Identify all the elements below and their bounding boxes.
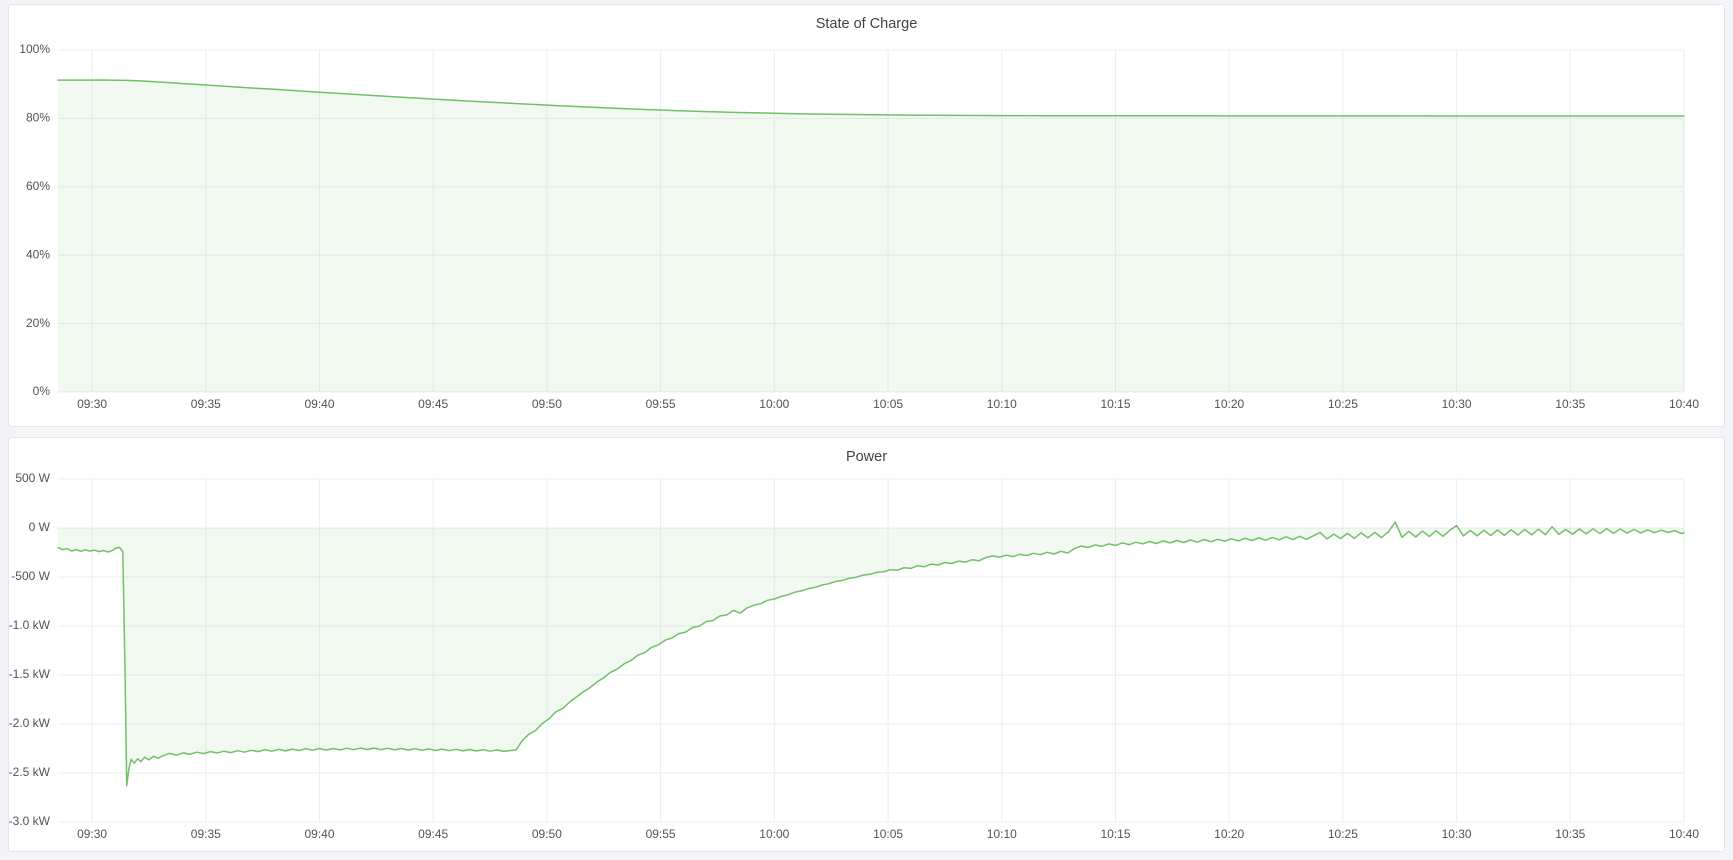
power-chart[interactable]: 500 W 0 W -500 W -1.0 kW -1.5 kW -2.0 kW -2.5 … bbox=[9, 471, 1725, 852]
svg-text:09:40: 09:40 bbox=[304, 827, 334, 841]
svg-text:09:55: 09:55 bbox=[646, 397, 676, 411]
svg-text:-2.0 kW: -2.0 kW bbox=[9, 716, 51, 730]
svg-text:10:30: 10:30 bbox=[1442, 827, 1472, 841]
svg-text:-3.0 kW: -3.0 kW bbox=[9, 814, 51, 828]
svg-text:500 W: 500 W bbox=[15, 471, 50, 485]
svg-text:-1.5 kW: -1.5 kW bbox=[9, 667, 51, 681]
svg-text:10:35: 10:35 bbox=[1555, 827, 1585, 841]
svg-text:0 W: 0 W bbox=[29, 520, 51, 534]
svg-text:10:10: 10:10 bbox=[987, 827, 1017, 841]
panel-state-of-charge: State of Charge 100% 80% 60% 40% 20% 0% 09:30 0… bbox=[8, 4, 1725, 427]
svg-text:10:25: 10:25 bbox=[1328, 827, 1358, 841]
svg-text:-1.0 kW: -1.0 kW bbox=[9, 618, 51, 632]
svg-text:09:45: 09:45 bbox=[418, 827, 448, 841]
svg-text:-500 W: -500 W bbox=[11, 569, 50, 583]
svg-text:100%: 100% bbox=[19, 42, 50, 56]
soc-chart[interactable]: 100% 80% 60% 40% 20% 0% 09:30 09:35 09:40 09:45 09… bbox=[10, 42, 1725, 422]
panel-title: State of Charge bbox=[815, 16, 918, 32]
svg-text:60%: 60% bbox=[26, 179, 50, 193]
svg-text:10:05: 10:05 bbox=[873, 397, 903, 411]
svg-text:09:30: 09:30 bbox=[77, 827, 107, 841]
svg-text:09:45: 09:45 bbox=[418, 397, 448, 411]
svg-text:10:40: 10:40 bbox=[1669, 397, 1699, 411]
panel-power: Power 500 W 0 W -500 W -1.0 kW -1.5 kW -2.0 k… bbox=[8, 437, 1725, 852]
svg-text:09:50: 09:50 bbox=[532, 397, 562, 411]
svg-text:10:20: 10:20 bbox=[1214, 827, 1244, 841]
svg-text:10:00: 10:00 bbox=[759, 397, 789, 411]
svg-text:10:10: 10:10 bbox=[987, 397, 1017, 411]
svg-text:40%: 40% bbox=[26, 247, 50, 261]
svg-text:10:00: 10:00 bbox=[759, 827, 789, 841]
svg-text:09:35: 09:35 bbox=[191, 827, 221, 841]
svg-text:10:15: 10:15 bbox=[1100, 827, 1130, 841]
panel-title: Power bbox=[845, 449, 888, 465]
svg-text:-2.5 kW: -2.5 kW bbox=[9, 765, 51, 779]
svg-text:09:35: 09:35 bbox=[191, 397, 221, 411]
svg-text:09:40: 09:40 bbox=[304, 397, 334, 411]
svg-text:10:35: 10:35 bbox=[1555, 397, 1585, 411]
svg-text:10:40: 10:40 bbox=[1669, 827, 1699, 841]
svg-text:10:30: 10:30 bbox=[1442, 397, 1472, 411]
svg-text:10:20: 10:20 bbox=[1214, 397, 1244, 411]
svg-text:10:25: 10:25 bbox=[1328, 397, 1358, 411]
svg-text:09:50: 09:50 bbox=[532, 827, 562, 841]
svg-text:09:55: 09:55 bbox=[646, 827, 676, 841]
svg-text:0%: 0% bbox=[33, 384, 51, 398]
svg-text:10:15: 10:15 bbox=[1100, 397, 1130, 411]
svg-text:80%: 80% bbox=[26, 111, 50, 125]
svg-text:09:30: 09:30 bbox=[77, 397, 107, 411]
svg-text:10:05: 10:05 bbox=[873, 827, 903, 841]
svg-text:20%: 20% bbox=[26, 316, 50, 330]
